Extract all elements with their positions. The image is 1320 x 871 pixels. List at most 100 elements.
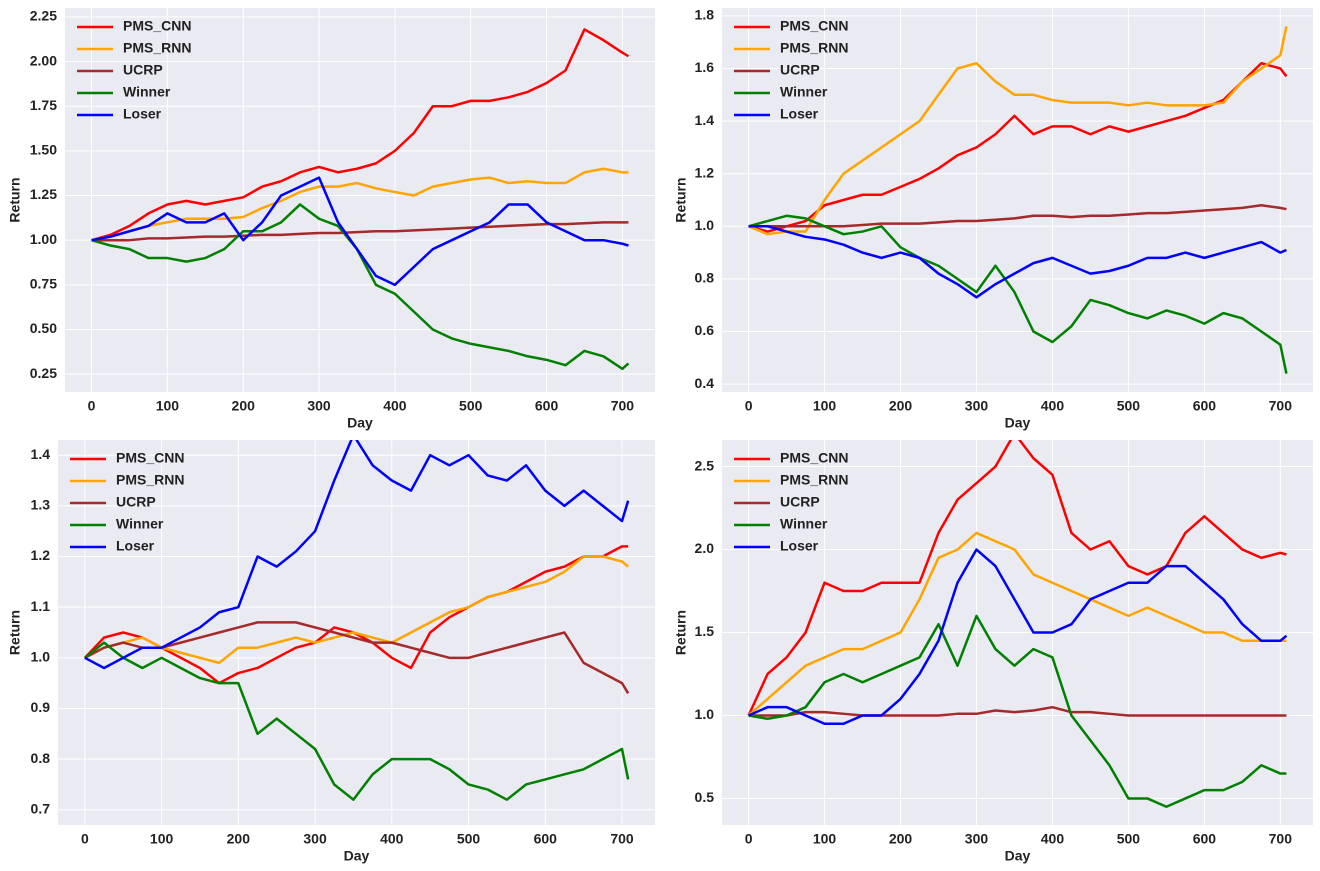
y-tick-label: 0.6	[695, 322, 715, 338]
legend-label: PMS_RNN	[780, 40, 848, 56]
y-axis-label: Return	[673, 177, 689, 222]
y-tick-label: 1.2	[31, 547, 51, 563]
x-tick-label: 0	[81, 831, 89, 847]
y-tick-label: 2.00	[30, 52, 57, 68]
subplot: 0.5 1.0 1.5 2.0 2.5 0 100 200 300 400 500 600 700 Day…	[673, 440, 1313, 864]
legend-label: PMS_RNN	[123, 40, 191, 56]
series-line	[84, 555, 629, 665]
x-tick-label: 0	[88, 398, 96, 414]
y-tick-label: 1.4	[31, 446, 51, 462]
legend-label: UCRP	[780, 62, 820, 78]
y-tick-label: 0.8	[695, 270, 715, 286]
x-tick-label: 100	[813, 398, 837, 414]
x-tick-label: 600	[535, 398, 559, 414]
y-tick-label: 1.0	[695, 706, 715, 722]
subplot: 0.7 0.8 0.9 1.0 1.1 1.2 1.3 1.4 0 100 200 300 400 500…	[7, 440, 655, 864]
series-line	[748, 548, 1288, 726]
legend-label: Loser	[123, 106, 162, 122]
y-axis-label: Return	[7, 610, 23, 655]
x-axis-label: Day	[1005, 415, 1031, 431]
x-axis-label: Day	[1005, 848, 1031, 864]
x-tick-label: 200	[232, 398, 256, 414]
legend-label: PMS_CNN	[780, 450, 848, 466]
y-tick-label: 0.75	[30, 276, 57, 292]
x-tick-label: 700	[1269, 831, 1293, 847]
x-tick-label: 100	[813, 831, 837, 847]
x-tick-label: 500	[457, 831, 481, 847]
legend-label: Loser	[116, 538, 155, 554]
series-line	[748, 705, 1287, 717]
y-tick-label: 1.0	[31, 649, 51, 665]
legend-label: UCRP	[116, 494, 156, 510]
y-tick-label: 1.00	[30, 231, 57, 247]
x-tick-label: 100	[156, 398, 180, 414]
y-tick-label: 0.7	[31, 801, 51, 817]
y-tick-label: 1.5	[695, 623, 715, 639]
x-tick-label: 600	[1193, 831, 1217, 847]
x-tick-label: 700	[610, 831, 634, 847]
x-tick-label: 0	[745, 398, 753, 414]
x-tick-label: 300	[965, 398, 989, 414]
x-tick-label: 600	[534, 831, 558, 847]
y-tick-label: 0.8	[31, 750, 51, 766]
x-axis-label: Day	[347, 415, 373, 431]
subplot: 0.4 0.6 0.8 1.0 1.2 1.4 1.6 1.8 0 100 200 300 400 500…	[673, 7, 1313, 431]
legend-label: PMS_RNN	[780, 472, 848, 488]
series-line	[748, 214, 1288, 374]
lines	[747, 440, 1288, 808]
subplot: 0.25 0.50 0.75 1.00 1.25 1.50 1.75 2.00 2.25 0 100…	[7, 8, 655, 431]
series-line	[747, 531, 1287, 717]
series-line	[748, 204, 1287, 228]
y-tick-label: 0.5	[695, 789, 715, 805]
legend-label: UCRP	[780, 494, 820, 510]
series-line	[748, 225, 1287, 299]
lines	[91, 28, 630, 371]
y-tick-label: 2.0	[695, 540, 715, 556]
y-tick-label: 0.4	[695, 375, 715, 391]
y-axis-label: Return	[7, 177, 23, 222]
legend-label: UCRP	[123, 62, 163, 78]
x-tick-label: 600	[1193, 398, 1217, 414]
x-tick-label: 300	[307, 398, 331, 414]
x-tick-label: 400	[1041, 398, 1065, 414]
y-tick-label: 1.0	[695, 217, 715, 233]
y-tick-label: 1.4	[695, 112, 715, 128]
y-tick-label: 1.6	[695, 59, 715, 75]
series-line	[91, 28, 630, 242]
series-line	[747, 440, 1287, 716]
series-line	[748, 61, 1288, 233]
x-tick-label: 100	[150, 831, 174, 847]
y-tick-label: 1.2	[695, 164, 715, 180]
x-tick-label: 500	[1117, 398, 1141, 414]
legend-label: PMS_CNN	[123, 18, 191, 34]
series-line	[91, 203, 630, 371]
lines	[83, 440, 630, 801]
y-tick-label: 0.25	[30, 365, 57, 381]
x-tick-label: 700	[1269, 398, 1293, 414]
series-line	[748, 614, 1287, 808]
lines	[748, 26, 1288, 374]
x-tick-label: 500	[1117, 831, 1141, 847]
x-tick-label: 400	[383, 398, 407, 414]
y-tick-label: 2.25	[30, 8, 57, 24]
legend-label: Winner	[116, 516, 164, 532]
x-tick-label: 400	[380, 831, 404, 847]
x-tick-label: 200	[889, 398, 913, 414]
series-line	[748, 26, 1288, 236]
legend-label: Winner	[123, 84, 171, 100]
legend-label: PMS_CNN	[780, 18, 848, 34]
y-tick-label: 1.25	[30, 186, 57, 202]
series-line	[83, 545, 629, 685]
legend-label: PMS_RNN	[116, 472, 184, 488]
x-tick-label: 200	[889, 831, 913, 847]
y-tick-label: 0.50	[30, 320, 57, 336]
x-tick-label: 0	[745, 831, 753, 847]
legend-label: Winner	[780, 516, 828, 532]
series-line	[91, 167, 629, 242]
y-axis-label: Return	[673, 610, 689, 655]
series-line	[91, 176, 629, 287]
series-line	[84, 641, 630, 801]
x-tick-label: 500	[459, 398, 483, 414]
y-tick-label: 2.5	[695, 457, 715, 473]
